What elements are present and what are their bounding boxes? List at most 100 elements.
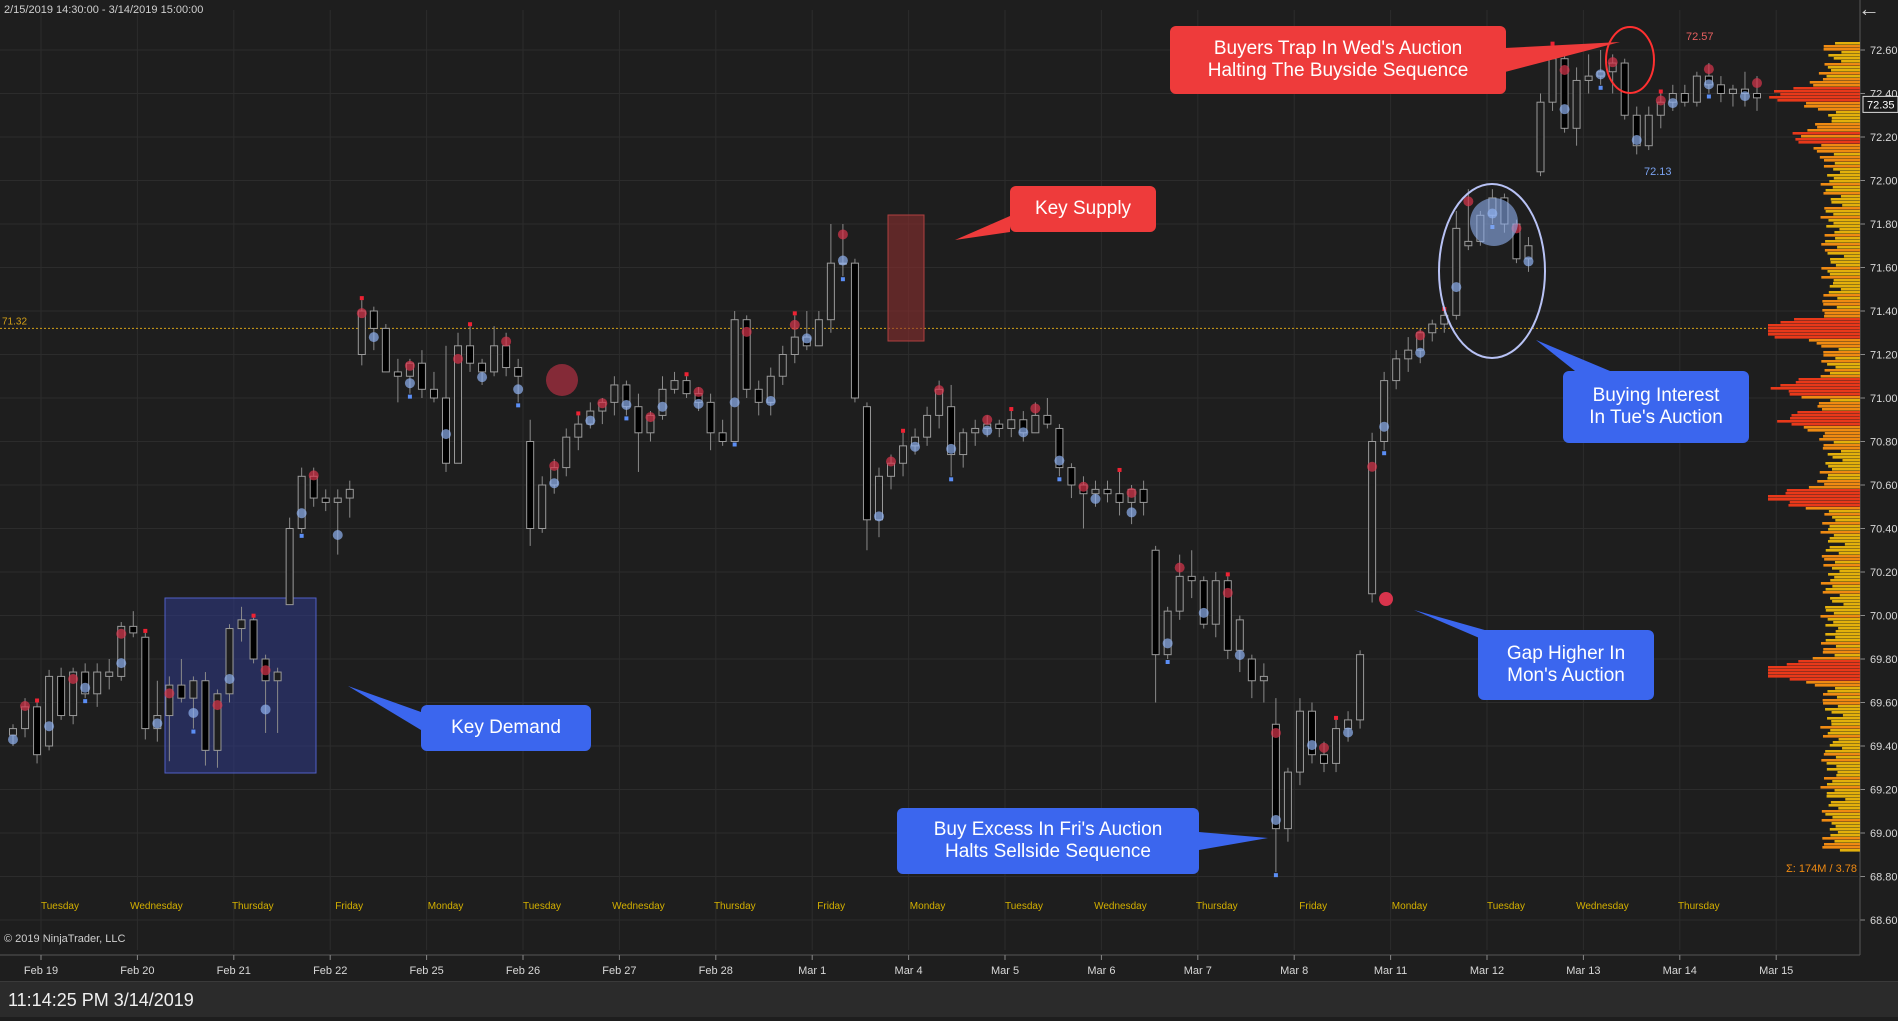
volume-bar bbox=[1769, 96, 1860, 99]
volume-bar bbox=[1823, 303, 1860, 306]
volume-bar bbox=[1770, 387, 1860, 390]
volume-bar bbox=[1827, 270, 1860, 273]
volume-bar bbox=[1830, 258, 1860, 261]
sell-bubble bbox=[1174, 562, 1185, 573]
candle-body bbox=[1332, 728, 1341, 764]
volume-bar bbox=[1833, 621, 1860, 624]
volume-bar bbox=[1842, 714, 1860, 717]
sell-bubble bbox=[1415, 330, 1426, 341]
volume-profile bbox=[1768, 42, 1860, 852]
volume-bar bbox=[1825, 609, 1860, 612]
volume-bar bbox=[1839, 594, 1860, 597]
volume-bar bbox=[1823, 45, 1860, 48]
volume-bar bbox=[1824, 558, 1860, 561]
sell-bubble bbox=[1222, 587, 1233, 598]
volume-bar bbox=[1824, 249, 1860, 252]
volume-bar bbox=[1790, 417, 1860, 420]
candle-body bbox=[429, 388, 438, 399]
buy-bubble bbox=[1126, 507, 1137, 518]
candle-body bbox=[502, 345, 511, 369]
volume-bar bbox=[1826, 792, 1860, 795]
candle-body bbox=[1295, 710, 1304, 773]
callout-pointer bbox=[1199, 832, 1268, 850]
volume-bar bbox=[1774, 90, 1860, 93]
sell-bubble bbox=[212, 700, 223, 711]
volume-bar bbox=[1822, 309, 1860, 312]
buy-bubble bbox=[1054, 455, 1065, 466]
volume-bar bbox=[1818, 402, 1860, 405]
sell-bubble bbox=[645, 412, 656, 423]
volume-bar bbox=[1831, 720, 1860, 723]
candle-body bbox=[369, 310, 378, 329]
volume-bar bbox=[1821, 642, 1860, 645]
candle-body bbox=[273, 671, 282, 682]
x-tick-label: Mar 8 bbox=[1280, 965, 1308, 977]
volume-bar bbox=[1813, 84, 1860, 87]
volume-bar bbox=[1828, 573, 1860, 576]
sell-bubble bbox=[1559, 65, 1570, 76]
buy-bubble bbox=[910, 441, 921, 452]
sell-bubble bbox=[597, 398, 608, 409]
candle-body bbox=[526, 441, 535, 529]
sell-bubble bbox=[693, 386, 704, 397]
day-label: Friday bbox=[335, 901, 363, 912]
candle-body bbox=[574, 423, 583, 438]
volume-bar bbox=[1785, 492, 1860, 495]
volume-bar bbox=[1780, 93, 1860, 96]
buy-bubble bbox=[549, 478, 560, 489]
volume-bar bbox=[1827, 477, 1860, 480]
buy-bubble bbox=[224, 674, 235, 685]
candle-body bbox=[417, 362, 426, 390]
candle-body bbox=[514, 367, 523, 377]
candle-body bbox=[1235, 619, 1244, 651]
volume-bar bbox=[1768, 327, 1860, 330]
volume-bar bbox=[1834, 789, 1860, 792]
y-tick-label: 71.60 bbox=[1870, 263, 1898, 275]
candle-body bbox=[1644, 114, 1653, 147]
volume-bar bbox=[1788, 390, 1860, 393]
sell-bubble bbox=[837, 229, 848, 240]
volume-bar bbox=[1832, 186, 1860, 189]
volume-bar bbox=[1836, 774, 1860, 777]
candle-body bbox=[177, 684, 186, 699]
buy-bubble bbox=[657, 401, 668, 412]
candle-body bbox=[538, 484, 547, 529]
low-marker bbox=[1057, 477, 1062, 482]
x-tick-label: Feb 20 bbox=[120, 965, 154, 977]
volume-bar bbox=[1835, 636, 1860, 639]
volume-bar bbox=[1798, 378, 1860, 381]
volume-bar bbox=[1808, 339, 1860, 342]
volume-bar bbox=[1843, 255, 1860, 258]
volume-bar bbox=[1828, 465, 1860, 468]
buy-bubble bbox=[837, 255, 848, 266]
arrow-left-icon[interactable]: ← bbox=[1858, 0, 1880, 21]
volume-bar bbox=[1820, 726, 1860, 729]
volume-bar bbox=[1834, 840, 1860, 843]
volume-bar bbox=[1827, 618, 1860, 621]
high-marker bbox=[1658, 89, 1663, 94]
volume-bar bbox=[1768, 330, 1860, 333]
volume-bar bbox=[1828, 510, 1860, 513]
candle-body bbox=[225, 628, 234, 695]
callout-key-demand: Key Demand bbox=[421, 705, 591, 751]
volume-bar bbox=[1817, 108, 1860, 111]
volume-bar bbox=[1820, 786, 1860, 789]
buy-bubble bbox=[1595, 69, 1606, 80]
candle-body bbox=[682, 380, 691, 395]
candle-body bbox=[610, 384, 619, 403]
volume-bar bbox=[1824, 843, 1860, 846]
candle-body bbox=[1548, 58, 1557, 103]
volume-bar bbox=[1823, 564, 1860, 567]
volume-bar bbox=[1835, 756, 1860, 759]
volume-bar bbox=[1812, 657, 1860, 660]
day-label: Thursday bbox=[1196, 901, 1238, 912]
candle-body bbox=[345, 488, 354, 499]
candle-body bbox=[1560, 58, 1569, 129]
volume-bar bbox=[1827, 717, 1860, 720]
volume-bar bbox=[1798, 660, 1860, 663]
buy-bubble bbox=[1162, 638, 1173, 649]
volume-bar bbox=[1794, 318, 1860, 321]
volume-bar bbox=[1831, 117, 1860, 120]
volume-bar bbox=[1789, 393, 1860, 396]
